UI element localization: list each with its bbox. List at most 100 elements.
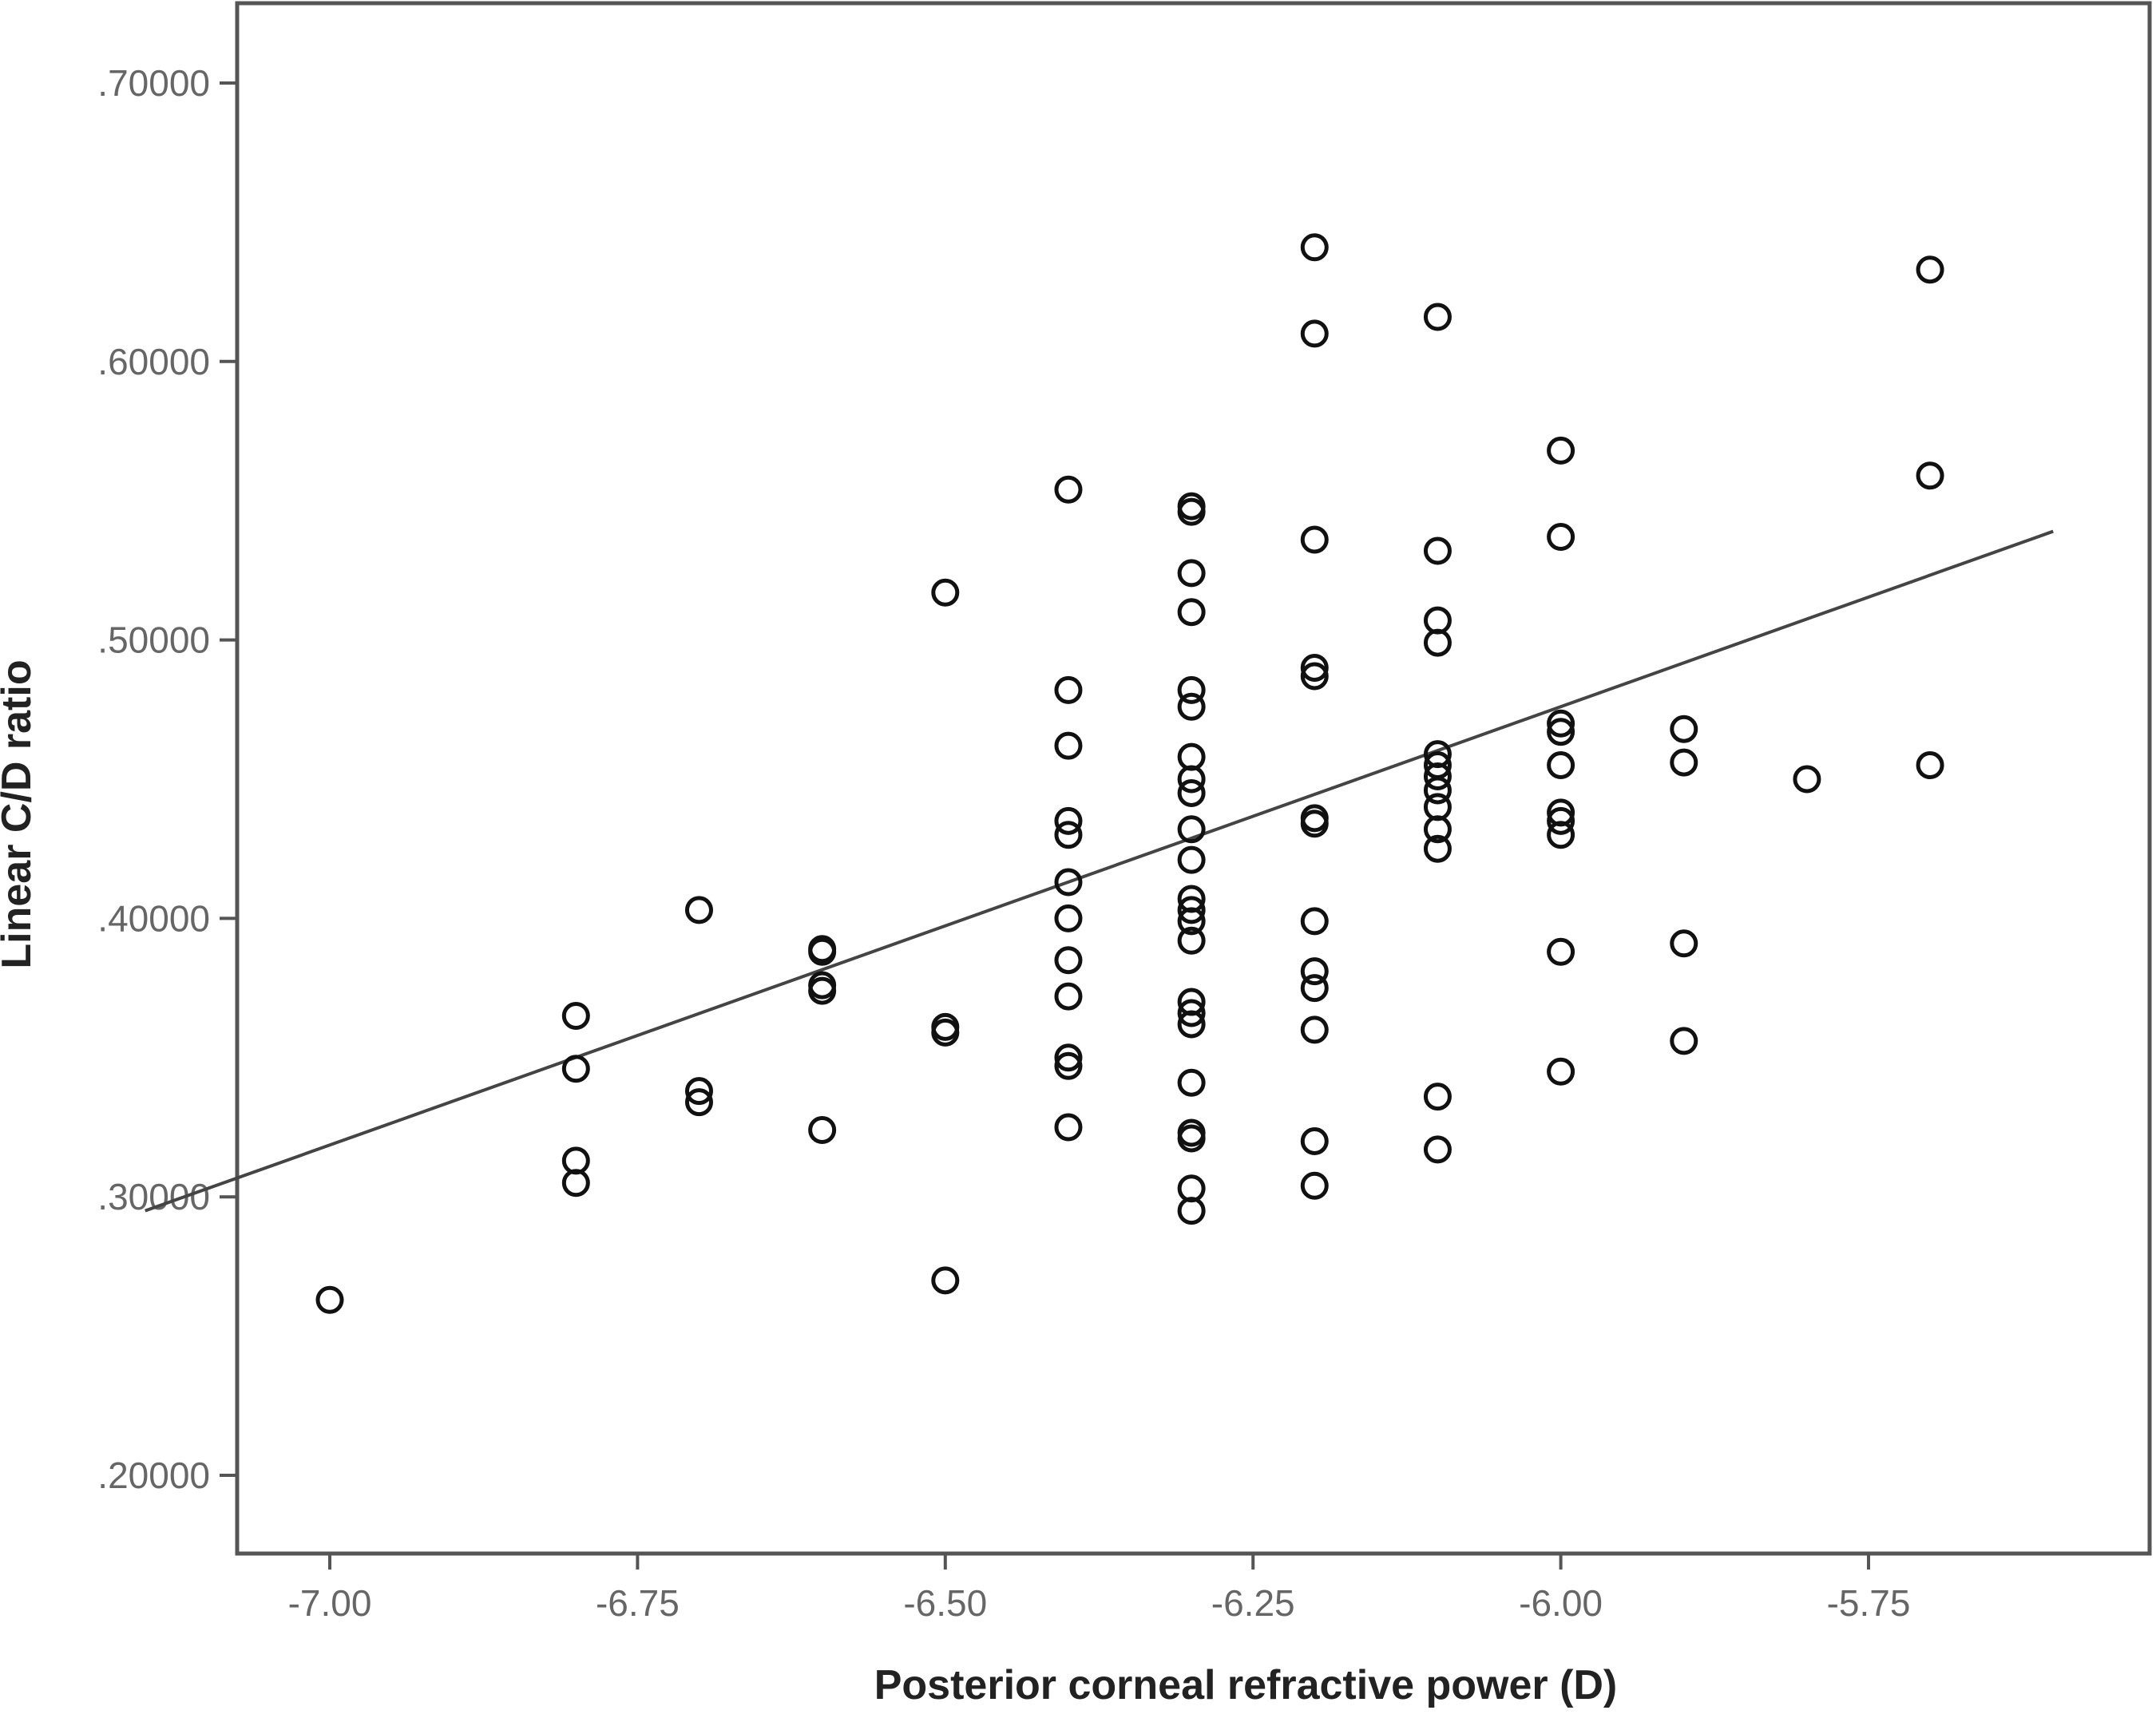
data-point (808, 976, 837, 1005)
data-point (1300, 233, 1329, 262)
x-tick-label: -7.00 (288, 1582, 372, 1624)
data-point (1916, 751, 1944, 780)
x-tick-label: -6.25 (1211, 1582, 1295, 1624)
data-point (1177, 896, 1206, 924)
data-point (1054, 475, 1083, 504)
data-point (1177, 778, 1206, 807)
data-point (1547, 436, 1575, 465)
data-points (315, 233, 1944, 1314)
data-point (1547, 709, 1575, 738)
regression-line (145, 529, 2054, 1213)
data-point (1054, 821, 1083, 849)
data-point (1054, 675, 1083, 704)
data-point (1054, 806, 1083, 835)
data-point (315, 1285, 344, 1314)
data-point (1054, 1113, 1083, 1142)
data-point (1177, 559, 1206, 588)
data-point (931, 1266, 960, 1295)
data-point (1547, 718, 1575, 746)
data-point (1300, 662, 1329, 691)
data-point (1054, 1043, 1083, 1072)
data-point (684, 1077, 713, 1106)
y-tick-label: .40000 (97, 897, 210, 939)
data-point (1300, 653, 1329, 682)
data-point (1300, 1015, 1329, 1044)
data-point (1547, 821, 1575, 849)
data-point (684, 1088, 713, 1117)
data-point (1423, 628, 1452, 657)
data-point (1054, 868, 1083, 897)
data-point (1300, 810, 1329, 838)
data-point (1547, 1057, 1575, 1086)
y-tick-label: .70000 (97, 62, 210, 104)
data-point (1177, 815, 1206, 844)
data-point (1547, 751, 1575, 780)
x-tick-label: -6.00 (1519, 1582, 1603, 1624)
data-point (1547, 523, 1575, 552)
data-point (1300, 1126, 1329, 1155)
data-point (808, 1115, 837, 1144)
data-point (1423, 776, 1452, 805)
data-point (1423, 536, 1452, 565)
x-tick-label: -5.75 (1827, 1582, 1911, 1624)
data-point (808, 937, 837, 966)
plot-area-border (235, 1, 2152, 1556)
data-point (1793, 765, 1821, 794)
data-point (1916, 255, 1944, 284)
data-point (1547, 937, 1575, 966)
data-point (1177, 845, 1206, 874)
data-point (1300, 319, 1329, 348)
data-point (1300, 974, 1329, 1003)
data-point (1177, 692, 1206, 721)
data-point (1177, 926, 1206, 955)
data-point (1300, 907, 1329, 936)
data-point (1423, 303, 1452, 331)
y-tick-label: .60000 (97, 341, 210, 382)
x-axis-title: Posterior corneal refractive power (D) (874, 1662, 1618, 1708)
data-point (1177, 1124, 1206, 1153)
data-point (1423, 1135, 1452, 1164)
data-point (1177, 675, 1206, 704)
data-point (1177, 1197, 1206, 1225)
y-tick-label: .30000 (97, 1176, 210, 1217)
x-tick-label: -6.75 (596, 1582, 680, 1624)
data-point (1177, 999, 1206, 1027)
data-point (1177, 1010, 1206, 1039)
data-point (561, 1169, 590, 1197)
x-axis: -7.00 -6.75 -6.50 -6.25 -6.00 -5.75 (288, 1554, 1911, 1624)
data-point (1670, 748, 1698, 777)
data-point (1300, 1171, 1329, 1200)
data-point (1547, 806, 1575, 835)
data-point (931, 578, 960, 607)
data-point (1177, 1068, 1206, 1097)
data-point (1423, 1083, 1452, 1111)
data-point (1670, 929, 1698, 958)
y-axis-title: Linear C/D ratio (0, 659, 40, 968)
data-point (1300, 525, 1329, 554)
data-point (1423, 815, 1452, 844)
data-point (561, 1055, 590, 1083)
data-point (1300, 957, 1329, 986)
x-tick-label: -6.50 (903, 1582, 987, 1624)
data-point (561, 1001, 590, 1030)
data-point (1054, 982, 1083, 1011)
data-point (1054, 946, 1083, 975)
data-point (1177, 907, 1206, 936)
data-point (1054, 731, 1083, 760)
fit-line-group (145, 529, 2054, 1213)
data-point (1670, 715, 1698, 743)
y-tick-label: .20000 (97, 1455, 210, 1496)
plot-frame (235, 1, 2152, 1556)
data-point (1670, 1027, 1698, 1055)
data-point (1054, 1051, 1083, 1080)
data-point (1177, 598, 1206, 627)
data-point (684, 896, 713, 924)
data-point (1423, 834, 1452, 863)
data-point (1177, 497, 1206, 526)
data-point (1054, 904, 1083, 932)
data-point (1916, 461, 1944, 490)
data-point (931, 1018, 960, 1047)
